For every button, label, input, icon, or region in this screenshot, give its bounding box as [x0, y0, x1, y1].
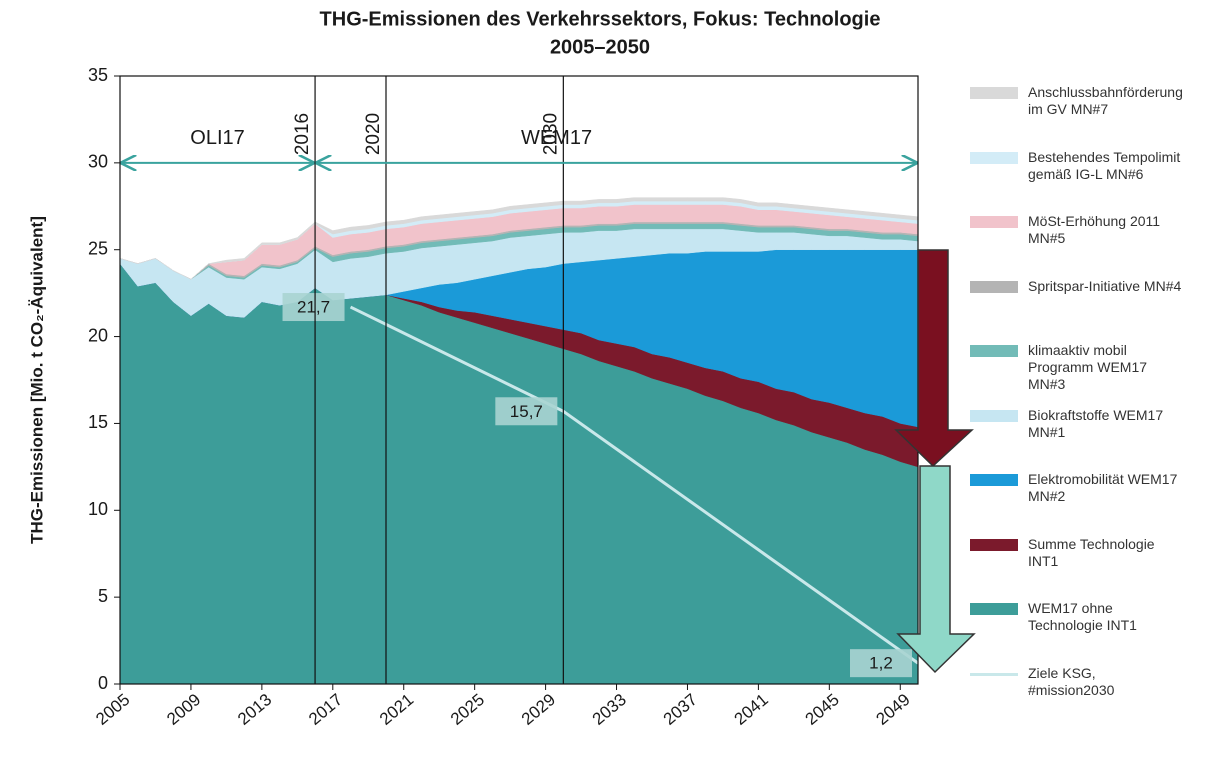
data-label: 1,2 — [869, 654, 893, 673]
legend-item: WEM17 ohne Technologie INT1 — [970, 600, 1200, 634]
data-label-group: 15,7 — [495, 397, 558, 426]
legend-label: Biokraftstoffe WEM17 MN#1 — [1028, 406, 1164, 440]
legend-item: MöSt-Erhöhung 2011 MN#5 — [970, 213, 1200, 247]
data-label-group: 21,7 — [282, 293, 345, 322]
legend-label: Ziele KSG, #mission2030 — [1028, 664, 1115, 698]
y-tick-label: 0 — [98, 673, 108, 693]
y-axis-label: THG-Emissionen [Mio. t CO₂-Äquivalent] — [27, 216, 46, 544]
y-tick-label: 20 — [88, 325, 108, 345]
legend-swatch — [970, 345, 1018, 357]
period-label: WEM17 — [521, 127, 592, 149]
legend-label: Spritspar-Initiative MN#4 — [1028, 277, 1182, 294]
legend-label: WEM17 ohne Technologie INT1 — [1028, 600, 1137, 633]
reference-line-label: 2020 — [363, 113, 384, 155]
legend-item: klimaaktiv mobil Programm WEM17 MN#3 — [970, 342, 1200, 393]
x-tick-label: 2037 — [660, 690, 701, 729]
legend-swatch — [970, 216, 1018, 228]
legend-item: Spritspar-Initiative MN#4 — [970, 278, 1200, 295]
legend-swatch — [970, 672, 1018, 676]
legend-item: Biokraftstoffe WEM17 MN#1 — [970, 407, 1200, 441]
legend-swatch — [970, 280, 1018, 293]
period-label: OLI17 — [190, 127, 244, 149]
legend-label: Elektromobilität WEM17 MN#2 — [1028, 471, 1178, 504]
legend-swatch — [970, 538, 1018, 551]
x-tick-label: 2045 — [802, 690, 843, 729]
y-tick-label: 25 — [88, 238, 108, 258]
x-tick-label: 2033 — [589, 690, 630, 729]
y-tick-label: 10 — [88, 499, 108, 519]
x-tick-label: 2029 — [518, 690, 559, 729]
data-label: 21,7 — [297, 298, 330, 317]
decrease-arrow — [894, 249, 974, 468]
x-tick-label: 2005 — [92, 690, 133, 729]
data-label-box — [850, 649, 912, 678]
data-label-box — [282, 293, 345, 322]
x-tick-label: 2017 — [305, 690, 346, 729]
x-tick-label: 2009 — [163, 690, 204, 729]
x-tick-label: 2049 — [873, 690, 914, 729]
legend-label: klimaaktiv mobil Programm WEM17 MN#3 — [1028, 342, 1148, 392]
chart-title: THG-Emissionen des Verkehrssektors, Foku… — [320, 8, 881, 30]
legend-swatch — [970, 474, 1018, 486]
legend-label: MöSt-Erhöhung 2011 MN#5 — [1028, 213, 1161, 246]
legend-item: Anschlussbahnförderung im GV MN#7 — [970, 84, 1200, 118]
y-tick-label: 35 — [88, 65, 108, 85]
x-tick-label: 2021 — [376, 690, 417, 729]
legend-label: Summe Technologie INT1 — [1028, 535, 1155, 569]
legend-item: Bestehendes Tempolimit gemäß IG-L MN#6 — [970, 149, 1200, 183]
data-label-group: 1,2 — [850, 649, 912, 678]
y-tick-label: 15 — [88, 412, 108, 432]
x-tick-label: 2025 — [447, 690, 488, 729]
legend-swatch — [970, 603, 1018, 615]
legend-swatch — [970, 151, 1018, 164]
legend-label: Bestehendes Tempolimit gemäß IG-L MN#6 — [1028, 148, 1181, 182]
legend-swatch — [970, 409, 1018, 422]
legend-swatch — [970, 87, 1018, 99]
data-label: 15,7 — [510, 402, 543, 421]
reference-line-label: 2030 — [540, 113, 561, 155]
x-tick-label: 2013 — [234, 690, 275, 729]
y-tick-label: 5 — [98, 586, 108, 606]
legend-label: Anschlussbahnförderung im GV MN#7 — [1028, 84, 1183, 117]
legend-item: Ziele KSG, #mission2030 — [970, 665, 1200, 699]
reference-line-label: 2016 — [292, 113, 313, 155]
legend-item: Summe Technologie INT1 — [970, 536, 1200, 570]
chart-subtitle: 2005–2050 — [550, 36, 650, 58]
decrease-arrow — [896, 465, 976, 674]
y-tick-label: 30 — [88, 152, 108, 172]
legend-item: Elektromobilität WEM17 MN#2 — [970, 471, 1200, 505]
x-tick-label: 2041 — [731, 690, 772, 729]
data-label-box — [495, 397, 558, 426]
